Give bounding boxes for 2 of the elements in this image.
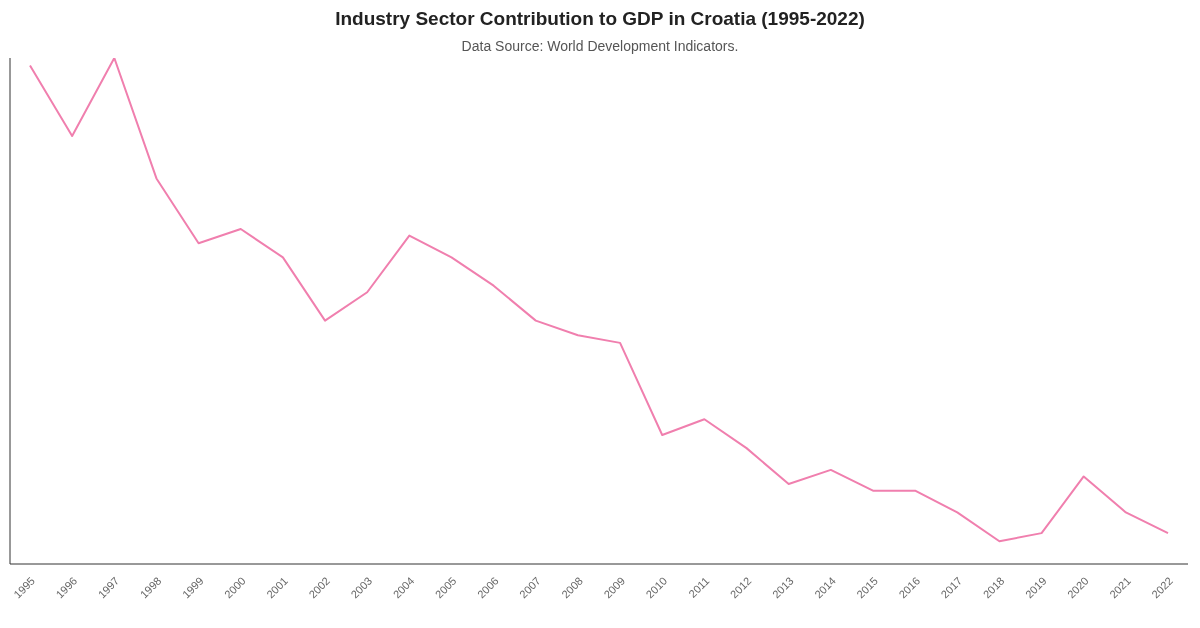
chart-title: Industry Sector Contribution to GDP in Croatia (1995-2022) [334, 8, 866, 30]
chart-subtitle: Data Source: World Development Indicators. [460, 38, 740, 54]
